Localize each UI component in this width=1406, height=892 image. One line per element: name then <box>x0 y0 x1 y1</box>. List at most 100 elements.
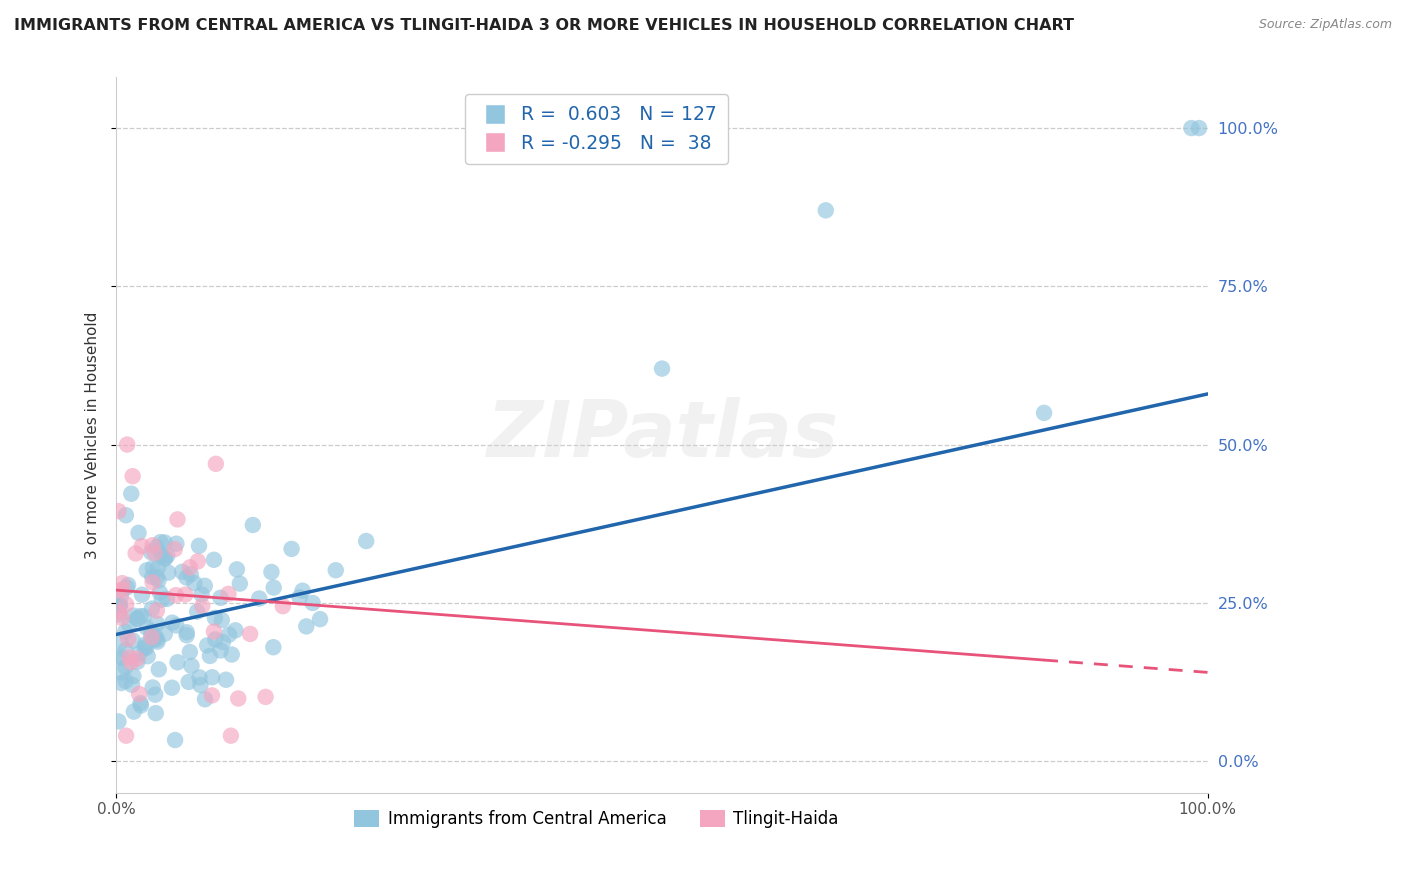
Point <box>141 624 163 639</box>
Point <box>110 676 132 690</box>
Point <box>209 591 232 605</box>
Point <box>229 576 252 591</box>
Point <box>174 588 197 602</box>
Point <box>107 599 129 613</box>
Point <box>118 617 141 632</box>
Point <box>1188 121 1211 136</box>
Point <box>132 609 155 624</box>
Point <box>191 599 214 613</box>
Point <box>194 692 217 706</box>
Point <box>148 662 170 676</box>
Point <box>263 581 285 595</box>
Point <box>288 591 311 605</box>
Point <box>111 611 134 625</box>
Point <box>202 553 225 567</box>
Point <box>141 630 163 644</box>
Point <box>225 562 247 576</box>
Point <box>190 588 212 602</box>
Point <box>107 650 129 665</box>
Point <box>205 457 228 471</box>
Point <box>115 598 138 612</box>
Point <box>131 588 153 602</box>
Point <box>146 632 169 647</box>
Y-axis label: 3 or more Vehicles in Household: 3 or more Vehicles in Household <box>86 311 100 558</box>
Point <box>124 546 146 560</box>
Point <box>142 575 165 590</box>
Point <box>176 625 198 640</box>
Point <box>129 698 152 713</box>
Point <box>142 681 165 695</box>
Point <box>215 673 238 687</box>
Point <box>120 655 142 669</box>
Point <box>148 574 170 588</box>
Point <box>195 639 218 653</box>
Point <box>814 203 837 218</box>
Point <box>325 563 347 577</box>
Point <box>180 659 202 673</box>
Point <box>202 624 225 639</box>
Point <box>108 599 131 613</box>
Point <box>165 618 187 632</box>
Point <box>117 632 139 646</box>
Point <box>114 673 136 688</box>
Point <box>127 611 149 625</box>
Point <box>122 705 145 719</box>
Point <box>291 583 314 598</box>
Point <box>110 635 132 649</box>
Point <box>118 650 141 665</box>
Point <box>128 687 150 701</box>
Point <box>108 599 131 613</box>
Point <box>141 545 163 559</box>
Point <box>153 627 176 641</box>
Point <box>187 554 209 568</box>
Point <box>129 696 152 710</box>
Point <box>110 589 132 603</box>
Point <box>262 640 284 655</box>
Point <box>271 599 294 614</box>
Point <box>165 536 187 550</box>
Point <box>145 570 167 584</box>
Point <box>179 645 201 659</box>
Point <box>143 546 166 560</box>
Point <box>135 621 157 635</box>
Point <box>309 612 332 626</box>
Point <box>143 688 166 702</box>
Point <box>153 551 176 566</box>
Point <box>136 649 159 664</box>
Point <box>128 525 150 540</box>
Point <box>115 581 138 595</box>
Point <box>165 733 187 747</box>
Point <box>188 670 211 684</box>
Legend: Immigrants from Central America, Tlingit-Haida: Immigrants from Central America, Tlingit… <box>347 803 845 834</box>
Point <box>107 504 129 518</box>
Point <box>295 619 318 633</box>
Point <box>128 646 150 660</box>
Point <box>190 678 212 692</box>
Point <box>176 628 198 642</box>
Point <box>122 669 145 683</box>
Point <box>145 706 167 720</box>
Point <box>141 601 163 615</box>
Point <box>254 690 277 704</box>
Point <box>134 640 156 655</box>
Point <box>142 561 165 575</box>
Point <box>219 729 242 743</box>
Point <box>212 635 235 649</box>
Point <box>166 512 188 526</box>
Point <box>127 655 149 669</box>
Point <box>209 643 232 657</box>
Point <box>145 540 167 554</box>
Point <box>111 582 134 597</box>
Point <box>146 560 169 574</box>
Point <box>224 624 246 638</box>
Point <box>142 538 165 552</box>
Point <box>134 638 156 652</box>
Point <box>172 565 194 579</box>
Point <box>146 604 169 618</box>
Point <box>162 615 184 630</box>
Point <box>145 630 167 644</box>
Point <box>1033 406 1056 420</box>
Point <box>301 596 323 610</box>
Point <box>651 361 673 376</box>
Point <box>183 576 205 591</box>
